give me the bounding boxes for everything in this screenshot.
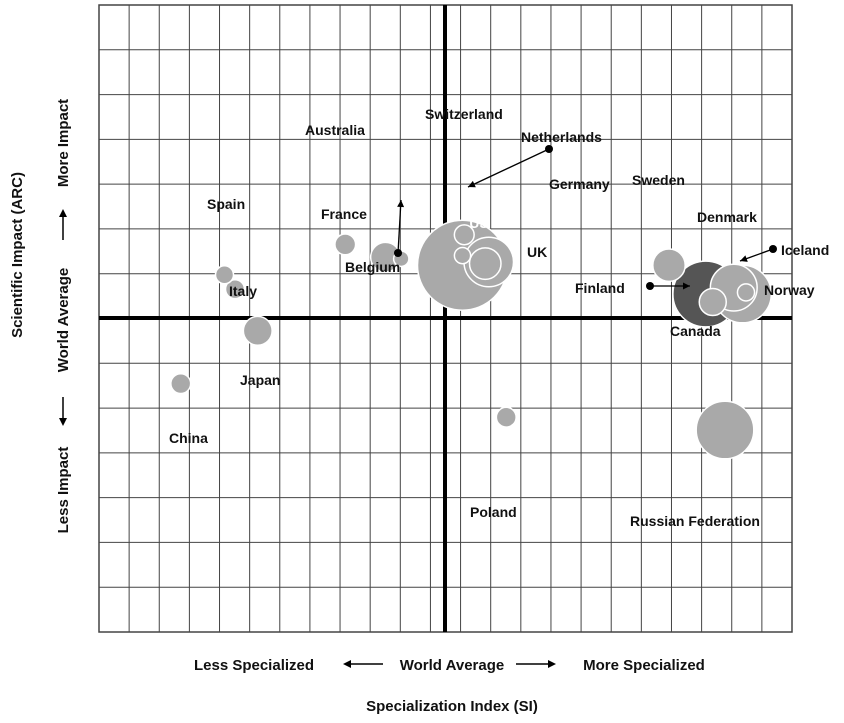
label-canada: Canada: [670, 323, 721, 339]
bubble-poland: [495, 406, 517, 428]
bubble-finland: [698, 287, 727, 317]
label-iceland: Iceland: [781, 242, 829, 258]
country-labels: US Germany UK Netherlands Switzerland Austral…: [169, 106, 829, 529]
bubble-china: [170, 372, 192, 395]
y-annotation-arrow-down: [59, 397, 67, 426]
bubble-uk: [468, 247, 502, 281]
label-poland: Poland: [470, 504, 517, 520]
y-annotation-low: Less Impact: [55, 447, 72, 534]
bubble-italy: [224, 279, 246, 300]
label-germany: Germany: [549, 176, 610, 192]
x-annotation-high: More Specialized: [583, 657, 705, 674]
callout-line-netherlands: [467, 148, 550, 188]
bubble-japan: [242, 315, 273, 346]
y-annotation-mid: World Average: [55, 268, 72, 372]
callout-line-belgium: [397, 199, 402, 254]
callout-dot-finland: [646, 282, 654, 290]
label-japan: Japan: [240, 372, 280, 388]
callout-arrow-belgium: [397, 200, 405, 208]
label-sweden: Sweden: [632, 172, 685, 188]
callout-dot-iceland: [769, 245, 777, 253]
callout-dot-netherlands: [545, 145, 553, 153]
y-annotation-high: More Impact: [55, 99, 72, 187]
label-australia: Australia: [305, 122, 365, 138]
y-annotation-arrow-up: [59, 209, 67, 240]
callouts: [394, 145, 777, 290]
x-annotation-low: Less Specialized: [194, 657, 314, 674]
callout-arrow-finland: [683, 282, 690, 290]
callout-arrow-netherlands: [468, 180, 476, 188]
bubble-switzerland: [453, 224, 475, 246]
label-uk: UK: [527, 244, 547, 260]
quadrant-axes: [99, 5, 792, 632]
callout-arrow-iceland: [740, 255, 748, 262]
x-annotation-arrow-right: [516, 660, 556, 668]
callout-dot-belgium: [394, 249, 402, 257]
label-spain: Spain: [207, 196, 245, 212]
label-norway: Norway: [764, 282, 815, 298]
bubble-netherlands: [453, 246, 472, 265]
x-annotation-mid: World Average: [400, 657, 504, 674]
y-axis-title: Scientific Impact (ARC): [9, 172, 26, 338]
label-italy: Italy: [229, 283, 257, 299]
bubble-sweden: [652, 248, 686, 283]
label-finland: Finland: [575, 280, 625, 296]
label-us: US: [469, 215, 488, 231]
label-denmark: Denmark: [697, 209, 757, 225]
bubble-russian-federation: [695, 400, 755, 460]
label-france: France: [321, 206, 367, 222]
label-belgium: Belgium: [345, 259, 400, 275]
bubble-australia: [334, 233, 357, 256]
label-switzerland: Switzerland: [425, 106, 503, 122]
bubbles: [170, 219, 773, 460]
bubble-spain: [214, 265, 235, 285]
label-netherlands: Netherlands: [521, 129, 602, 145]
x-axis-title: Specialization Index (SI): [366, 698, 538, 715]
x-annotation-arrow-left: [343, 660, 383, 668]
bubble-iceland: [736, 283, 756, 302]
label-china: China: [169, 430, 208, 446]
label-russian-federation: Russian Federation: [630, 513, 760, 529]
